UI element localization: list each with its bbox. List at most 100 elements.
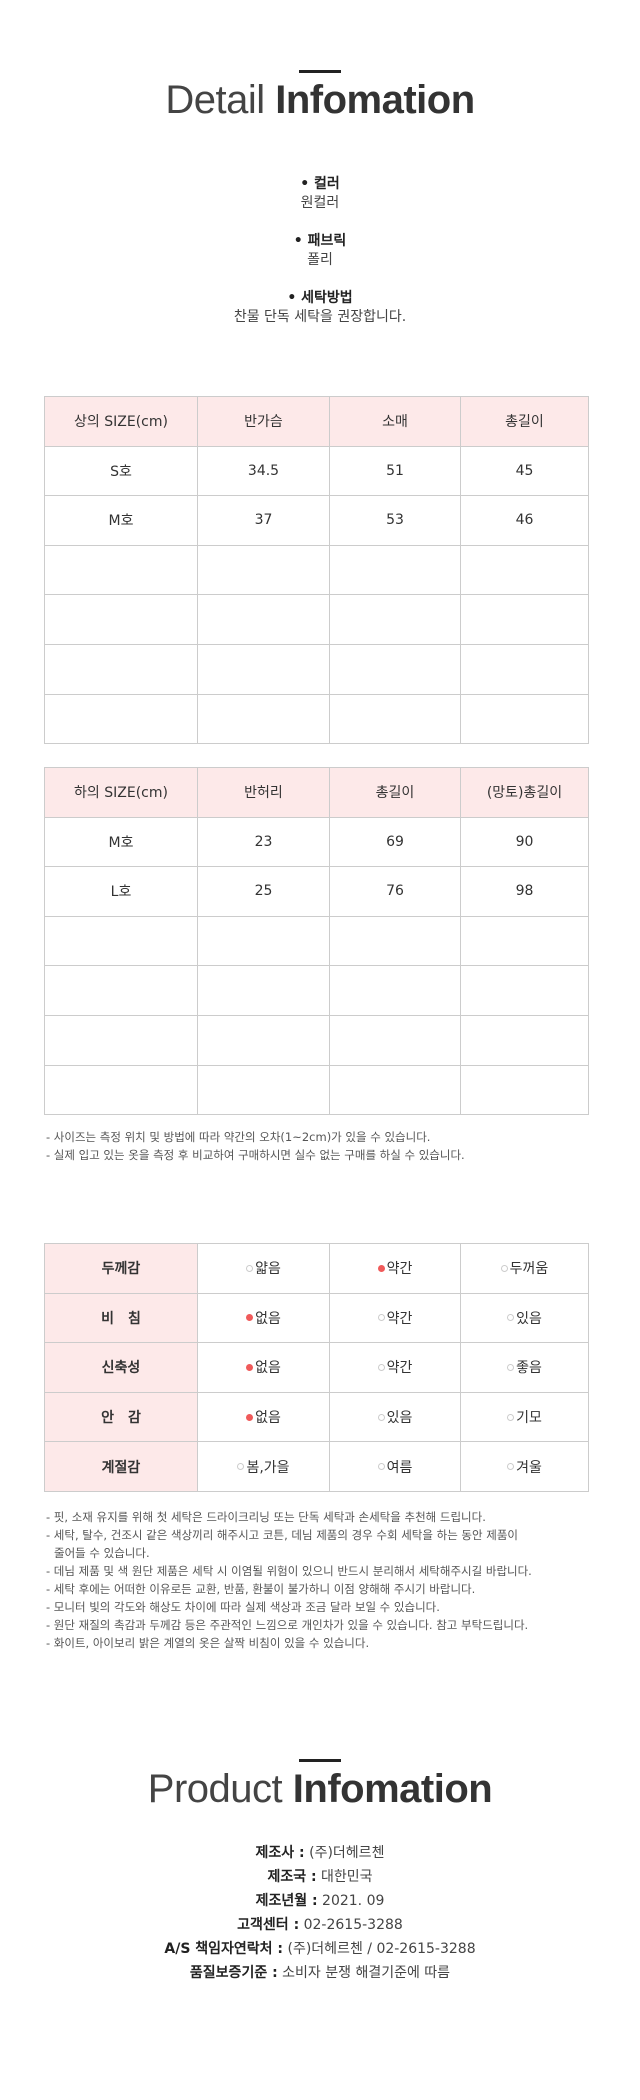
unselected-dot-icon xyxy=(507,1314,515,1322)
product-info-line: 제조년월 : 2021. 09 xyxy=(0,1889,640,1913)
selected-dot-icon xyxy=(246,1363,254,1371)
table-row: S호 34.5 51 45 xyxy=(44,445,589,497)
table-cell xyxy=(44,1014,198,1066)
note: - 원단 재질의 촉감과 두께감 등은 주관적인 느낌으로 개인차가 있을 수 … xyxy=(46,1618,529,1632)
product-info-value: (주)더헤르첸 xyxy=(304,1845,385,1861)
table-cell xyxy=(329,693,461,745)
table-cell xyxy=(460,594,589,645)
attribute-option: 없음 xyxy=(197,1292,330,1344)
attribute-option: 봄,가을 xyxy=(197,1441,330,1492)
table-row: M호 37 53 46 xyxy=(44,495,589,546)
attribute-option: 두꺼움 xyxy=(460,1243,589,1294)
option-label: 좋음 xyxy=(516,1360,542,1377)
table-cell xyxy=(329,643,461,695)
wash-value: 찬물 단독 세탁을 권장합니다. xyxy=(233,309,407,325)
table-cell xyxy=(197,544,330,596)
header-cell: (망토)총길이 xyxy=(460,767,589,818)
unselected-dot-icon xyxy=(507,1363,515,1371)
detail-info: • 컬러 원컬러 • 패브릭 폴리 • 세탁방법 찬물 단독 세탁을 권장합니다… xyxy=(0,175,640,346)
table-cell: 90 xyxy=(460,816,589,868)
unselected-dot-icon xyxy=(246,1264,254,1272)
product-info-value: 02-2615-3288 xyxy=(299,1917,403,1933)
table-cell: 23 xyxy=(197,816,330,868)
option-label: 약간 xyxy=(386,1360,413,1377)
header-cell: 소매 xyxy=(329,396,461,447)
attribute-option: 얇음 xyxy=(197,1243,330,1294)
product-info-line: 제조사 : (주)더헤르첸 xyxy=(0,1841,640,1865)
selected-dot-icon xyxy=(246,1413,254,1421)
option-label: 없음 xyxy=(255,1310,281,1327)
selected-dot-icon xyxy=(377,1264,385,1272)
table-row xyxy=(44,544,589,596)
unselected-dot-icon xyxy=(377,1363,385,1371)
table-row xyxy=(44,965,589,1016)
table-row xyxy=(44,693,589,745)
product-info-value: 대한민국 xyxy=(316,1869,373,1885)
table-cell xyxy=(197,1064,330,1116)
option-label: 얇음 xyxy=(255,1261,281,1278)
attribute-option: 없음 xyxy=(197,1391,330,1443)
unselected-dot-icon xyxy=(500,1264,508,1272)
unselected-dot-icon xyxy=(377,1314,385,1322)
table-header-row: 하의 SIZE(cm) 반허리 총길이 (망토)총길이 xyxy=(44,767,589,818)
option-label: 없음 xyxy=(255,1360,281,1377)
table-cell xyxy=(329,1064,461,1116)
attribute-option: 겨울 xyxy=(460,1441,589,1492)
product-info-value: 2021. 09 xyxy=(317,1893,385,1909)
table-cell: 69 xyxy=(329,816,461,868)
title-divider xyxy=(299,70,341,73)
product-title: Product Infomation xyxy=(147,1767,493,1811)
attribute-row: 비 침 없음 약간 있음 xyxy=(44,1292,589,1344)
table-cell: M호 xyxy=(44,816,198,868)
product-info-line: 제조국 : 대한민국 xyxy=(0,1865,640,1889)
attribute-option: 약간 xyxy=(329,1292,461,1344)
table-cell: L호 xyxy=(44,866,198,917)
table-cell xyxy=(44,965,198,1016)
option-label: 있음 xyxy=(386,1410,413,1427)
header-cell: 총길이 xyxy=(329,767,461,818)
table-cell xyxy=(44,915,198,967)
product-info-label: 제조사 : xyxy=(255,1845,305,1861)
table-row: L호 25 76 98 xyxy=(44,866,589,917)
attribute-label: 두께감 xyxy=(44,1243,198,1294)
attribute-option: 기모 xyxy=(460,1391,589,1443)
table-row: M호 23 69 90 xyxy=(44,816,589,868)
table-cell xyxy=(44,693,198,745)
top-size-table: 상의 SIZE(cm) 반가슴 소매 총길이 S호 34.5 51 45 M호 37 53 46 xyxy=(44,396,589,745)
table-cell xyxy=(460,693,589,745)
table-cell: 53 xyxy=(329,495,461,546)
product-info-value: 소비자 분쟁 해결기준에 따름 xyxy=(277,1965,451,1981)
table-cell xyxy=(460,544,589,596)
table-cell xyxy=(460,965,589,1016)
note: 줄어들 수 있습니다. xyxy=(54,1546,150,1560)
attribute-option: 좋음 xyxy=(460,1342,589,1393)
product-info-label: 고객센터 : xyxy=(237,1917,300,1933)
header-cell: 하의 SIZE(cm) xyxy=(44,767,198,818)
color-label: • 컬러 xyxy=(300,176,340,192)
table-cell: 45 xyxy=(460,445,589,497)
attribute-label: 신축성 xyxy=(44,1342,198,1393)
wash-label: • 세탁방법 xyxy=(287,290,353,306)
product-info-line: 품질보증기준 : 소비자 분쟁 해결기준에 따름 xyxy=(0,1961,640,1985)
table-row xyxy=(44,915,589,967)
attribute-row: 두께감 얇음 약간 두꺼움 xyxy=(44,1243,589,1294)
option-label: 있음 xyxy=(516,1310,542,1327)
header-cell: 총길이 xyxy=(460,396,589,447)
title-divider xyxy=(299,1759,341,1762)
table-cell xyxy=(329,594,461,645)
attribute-label: 비 침 xyxy=(44,1292,198,1344)
care-notes: - 핏, 소재 유지를 위해 첫 세탁은 드라이크리닝 또는 단독 세탁과 손세… xyxy=(46,1508,596,1652)
color-value: 원컬러 xyxy=(300,195,340,211)
table-cell xyxy=(460,643,589,695)
note: - 세탁 후에는 어떠한 이유로든 교환, 반품, 환불이 불가하니 이점 양해… xyxy=(46,1582,476,1596)
product-info-label: 제조년월 : xyxy=(255,1893,318,1909)
note: - 실제 입고 있는 옷을 측정 후 비교하여 구매하시면 실수 없는 구매를 … xyxy=(46,1148,465,1162)
table-cell xyxy=(329,1014,461,1066)
attribute-row: 안 감 없음 있음 기모 xyxy=(44,1391,589,1443)
table-cell: 25 xyxy=(197,866,330,917)
table-cell xyxy=(197,1014,330,1066)
fabric-label: • 패브릭 xyxy=(293,233,347,249)
table-cell: 34.5 xyxy=(197,445,330,497)
option-label: 약간 xyxy=(386,1310,413,1327)
table-cell: 76 xyxy=(329,866,461,917)
